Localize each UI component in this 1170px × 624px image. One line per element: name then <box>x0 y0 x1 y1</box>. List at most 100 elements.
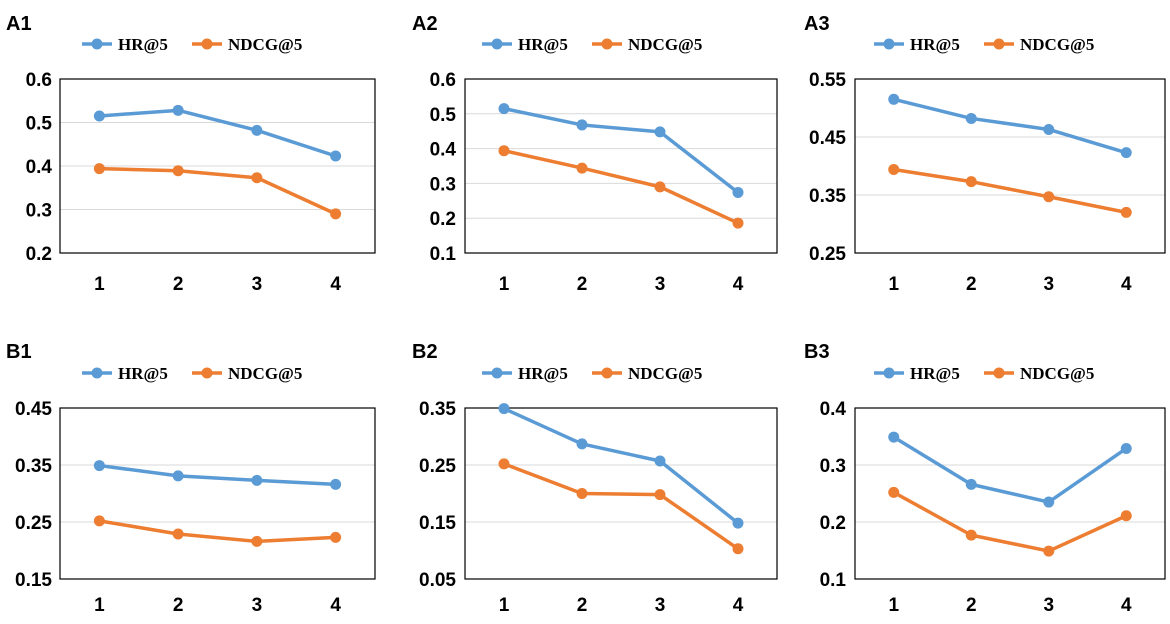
plot-area-frame <box>464 78 778 254</box>
data-point-ndcg <box>576 162 588 174</box>
legend-item-ndcg: NDCG@5 <box>592 35 702 54</box>
data-point-hr <box>888 93 900 105</box>
y-tick-label: 0.45 <box>809 128 846 149</box>
y-tick-label: 0.55 <box>809 70 846 91</box>
series-line-ndcg <box>893 167 1127 215</box>
y-tick-label: 0.4 <box>26 157 53 178</box>
data-point-ndcg <box>498 458 510 470</box>
data-point-ndcg <box>93 515 105 527</box>
x-tick-label: 4 <box>1121 274 1132 295</box>
data-point-ndcg <box>1120 510 1132 522</box>
data-point-ndcg <box>172 528 184 540</box>
y-tick-label: 0.15 <box>15 570 52 591</box>
x-tick-label: 3 <box>1043 595 1054 616</box>
chart-panel-a3: A3 HR@5 NDCG@5 0.25 0.35 0.45 0.55 1 2 3 4 <box>804 13 1166 295</box>
data-point-ndcg <box>1120 206 1132 218</box>
legend-swatch-marker <box>883 38 895 50</box>
y-tick-label: 0.2 <box>820 513 846 534</box>
data-point-ndcg <box>251 535 263 547</box>
panel-label: B3 <box>804 341 830 363</box>
series-line-hr <box>99 108 337 158</box>
chart-panel-a2: A2 HR@5 NDCG@5 0.1 0.2 0.3 0.4 0.5 0.6 1 2 3 4 <box>412 13 778 295</box>
series-line-hr <box>893 97 1127 155</box>
data-point-hr <box>1043 123 1055 135</box>
legend-swatch-marker <box>91 367 103 379</box>
data-point-ndcg <box>251 172 263 184</box>
x-tick-label: 2 <box>173 274 184 295</box>
legend-item-hr: HR@5 <box>482 364 568 383</box>
legend-label: NDCG@5 <box>628 364 702 383</box>
y-tick-label: 0.3 <box>26 201 52 222</box>
y-tick-label: 0.5 <box>26 114 53 135</box>
series-line-hr <box>99 463 336 487</box>
plot-area-frame <box>854 407 1166 580</box>
data-point-hr <box>732 186 744 198</box>
y-tick-label: 0.1 <box>820 570 847 591</box>
legend-swatch-marker <box>491 38 503 50</box>
y-tick-label: 0.6 <box>430 70 456 91</box>
chart-panel-b3: B3 HR@5 NDCG@5 0.1 0.2 0.3 0.4 1 2 3 4 <box>804 341 1166 616</box>
legend-item-ndcg: NDCG@5 <box>984 364 1094 383</box>
y-tick-label: 0.25 <box>419 456 456 477</box>
data-point-ndcg <box>1043 545 1055 557</box>
data-point-hr <box>251 474 263 486</box>
data-point-hr <box>1043 496 1055 508</box>
data-point-hr <box>1120 147 1132 159</box>
data-point-hr <box>965 112 977 124</box>
data-point-hr <box>172 104 184 116</box>
data-point-ndcg <box>654 181 666 193</box>
y-tick-label: 0.45 <box>15 399 52 420</box>
series-line-ndcg <box>503 148 739 225</box>
plot-area-frame <box>59 407 376 580</box>
x-tick-label: 3 <box>1043 274 1054 295</box>
legend-swatch-marker <box>201 38 213 50</box>
data-point-ndcg <box>732 543 744 555</box>
data-point-hr <box>498 103 510 115</box>
legend-item-ndcg: NDCG@5 <box>192 364 302 383</box>
panel-label: A1 <box>6 13 32 35</box>
legend-label: NDCG@5 <box>228 35 302 54</box>
data-point-hr <box>251 124 263 136</box>
data-point-ndcg <box>1043 191 1055 203</box>
legend-item-hr: HR@5 <box>874 35 960 54</box>
x-tick-label: 4 <box>1121 595 1132 616</box>
panel-label: B2 <box>412 341 438 363</box>
legend-swatch-marker <box>601 367 613 379</box>
y-tick-label: 0.1 <box>430 244 457 265</box>
panel-label: A2 <box>412 13 438 35</box>
data-point-ndcg <box>330 208 342 220</box>
plot-area-frame <box>59 78 376 254</box>
data-point-hr <box>732 517 744 529</box>
data-point-ndcg <box>888 163 900 175</box>
x-tick-label: 2 <box>173 595 184 616</box>
data-point-ndcg <box>93 163 105 175</box>
legend-swatch-marker <box>883 367 895 379</box>
y-tick-label: 0.15 <box>419 513 456 534</box>
x-tick-label: 1 <box>499 595 510 616</box>
legend-item-hr: HR@5 <box>82 35 168 54</box>
plot-area-frame <box>854 78 1166 254</box>
legend-label: HR@5 <box>910 364 960 383</box>
data-point-hr <box>498 403 510 415</box>
data-point-hr <box>172 470 184 482</box>
legend-swatch-marker <box>993 367 1005 379</box>
legend-item-ndcg: NDCG@5 <box>192 35 302 54</box>
series-line-hr <box>503 406 740 525</box>
data-point-hr <box>93 110 105 122</box>
legend-item-hr: HR@5 <box>482 35 568 54</box>
chart-panel-b2: B2 HR@5 NDCG@5 0.05 0.15 0.25 0.35 1 2 3 4 <box>412 341 778 616</box>
data-point-hr <box>654 455 666 467</box>
legend-label: NDCG@5 <box>228 364 302 383</box>
legend-label: HR@5 <box>518 35 568 54</box>
panel-label: A3 <box>804 13 830 35</box>
x-tick-label: 3 <box>655 595 666 616</box>
series-line-ndcg <box>99 166 337 216</box>
y-tick-label: 0.4 <box>430 140 457 161</box>
data-point-ndcg <box>888 486 900 498</box>
chart-panel-b1: B1 HR@5 NDCG@5 0.15 0.25 0.35 0.45 1 2 3 4 <box>6 341 376 616</box>
series-line-hr <box>503 106 740 194</box>
y-tick-label: 0.3 <box>430 174 456 195</box>
legend-label: NDCG@5 <box>1020 35 1094 54</box>
data-point-ndcg <box>576 488 588 499</box>
